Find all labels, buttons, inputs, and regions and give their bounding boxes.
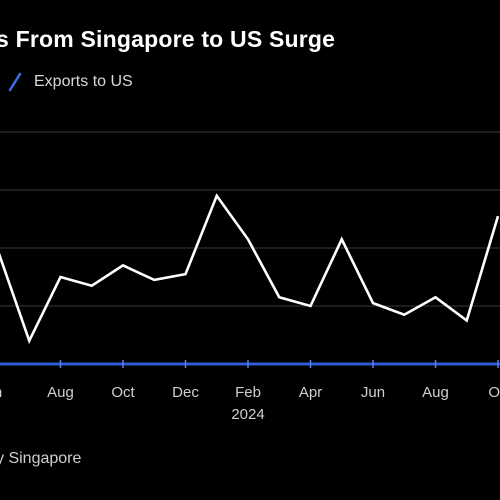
legend-line-icon: [8, 72, 22, 92]
x-tick-sublabel: 2024: [231, 406, 264, 423]
x-tick-label: Feb: [235, 384, 261, 401]
legend-label: Exports to US: [34, 73, 133, 90]
x-tick-label: Oct: [111, 384, 135, 401]
x-tick-label: Apr: [299, 384, 322, 401]
series-line-exports-to-us: [0, 193, 500, 345]
x-tick-label: n: [0, 384, 2, 401]
x-tick-label: Dec: [172, 384, 199, 401]
x-tick-label: Oc: [488, 384, 500, 401]
x-tick-label: Aug: [47, 384, 74, 401]
x-tick-label: Aug: [422, 384, 449, 401]
x-tick-label: Jun: [361, 384, 385, 401]
legend: Exports to US: [8, 70, 133, 94]
chart-title: s From Singapore to US Surge: [0, 26, 336, 52]
source-note: y Singapore: [0, 450, 82, 467]
